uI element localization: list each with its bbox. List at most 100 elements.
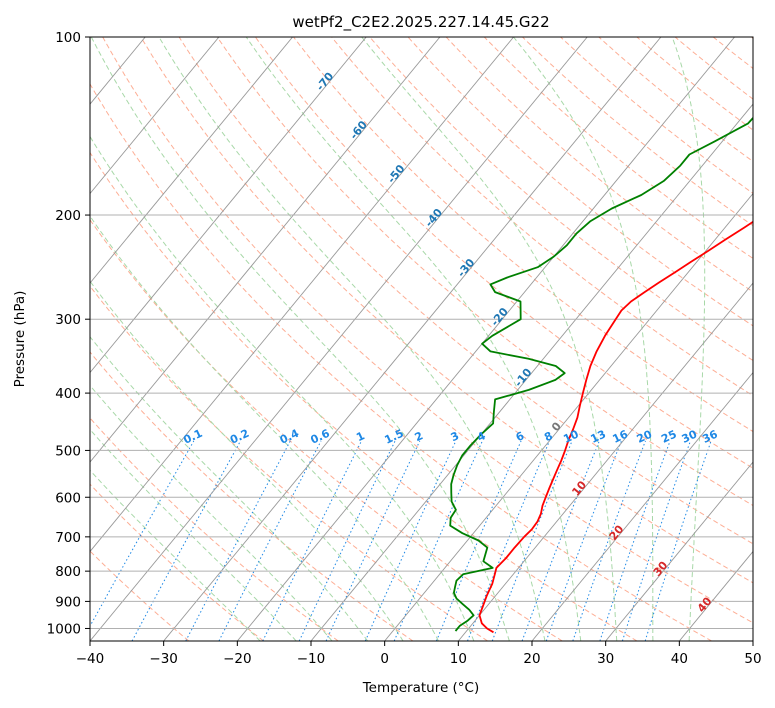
mixing-ratio-label: 25: [659, 428, 678, 446]
isotherm-line: [163, 37, 662, 641]
y-tick-label: 700: [55, 530, 81, 546]
dry-adiabat-line: [369, 37, 753, 362]
mixing-ratio-line: [599, 440, 671, 641]
dry-adiabat-line: [90, 550, 190, 641]
isotherm-label: -20: [488, 305, 511, 329]
plot-frame: [89, 36, 754, 642]
dry-adiabat-line: [751, 37, 753, 39]
moist-adiabat-line: [158, 37, 546, 641]
mixing-ratio-line: [644, 440, 712, 641]
mixing-ratio-line: [131, 440, 241, 641]
mixing-ratio-line: [364, 440, 457, 641]
mixing-ratio-label: 30: [680, 427, 700, 445]
dry-adiabat-line: [483, 37, 753, 260]
isotherm-line: [90, 37, 293, 284]
temperature-profile-line: [478, 220, 753, 634]
isotherm-line: [90, 37, 514, 553]
dry-adiabat-line: [293, 37, 753, 433]
y-tick-label: 900: [55, 594, 81, 610]
mixing-ratio-line: [467, 440, 550, 641]
isotherm-label: -10: [512, 366, 535, 390]
isotherm-line: [90, 37, 220, 195]
y-tick-label: 800: [55, 564, 81, 580]
y-tick-label: 600: [55, 490, 81, 506]
isotherm-label: -70: [314, 70, 337, 94]
isotherm-line: [236, 37, 735, 641]
moist-adiabat-line: [90, 37, 510, 641]
mixing-ratio-line: [218, 440, 322, 641]
mixing-ratio-line: [298, 440, 396, 641]
isotherm-line: [531, 371, 753, 641]
moist-adiabat-line: [90, 428, 297, 641]
y-tick-label: 500: [55, 443, 81, 459]
dry-adiabat-line: [254, 37, 753, 469]
isotherm-label: 20: [607, 523, 627, 543]
moist-adiabat-line: [90, 135, 475, 641]
dry-adiabat-line: [140, 37, 753, 584]
x-tick-label: 40: [671, 651, 688, 667]
mixing-ratio-label: 0.4: [278, 427, 301, 447]
y-tick-label: 400: [55, 386, 81, 402]
moist-adiabat-line: [90, 280, 404, 641]
x-tick-label: −40: [76, 651, 105, 667]
isotherm-line: [90, 37, 441, 463]
moist-adiabat-line: [245, 37, 582, 641]
dry-adiabat-line: [674, 37, 753, 100]
x-tick-label: 30: [597, 651, 614, 667]
mixing-ratio-label: 4: [475, 429, 488, 444]
dry-adiabat-line: [90, 83, 712, 641]
dry-adiabat-line: [90, 417, 339, 641]
dry-adiabat-line: [178, 37, 753, 545]
mixing-ratio-label: 13: [589, 428, 608, 446]
dry-adiabat-line: [331, 37, 753, 397]
mixing-ratio-line: [185, 440, 291, 641]
isotherm-line: [310, 103, 753, 641]
mixing-ratio-line: [491, 440, 573, 641]
isotherm-label: -30: [455, 256, 478, 280]
moist-adiabat-line: [90, 335, 369, 641]
mixing-ratio-line: [393, 440, 483, 641]
isotherm-label: -60: [347, 118, 370, 142]
y-tick-label: 300: [55, 312, 81, 328]
isotherm-line: [605, 461, 753, 641]
isotherm-label: -50: [385, 162, 408, 186]
isotherm-line: [752, 640, 753, 641]
dry-adiabat-line: [216, 37, 753, 507]
isotherm-label: -40: [422, 206, 445, 230]
isotherm-line: [0, 37, 72, 641]
isotherm-line: [90, 37, 367, 374]
y-tick-label: 200: [55, 208, 81, 224]
dry-adiabat-line: [90, 483, 264, 641]
moist-adiabat-line: [90, 215, 439, 641]
dry-adiabat-line: [90, 218, 563, 641]
moist-adiabat-line: [90, 384, 333, 641]
mixing-ratio-line: [621, 440, 691, 641]
mixing-ratio-label: 0.2: [228, 427, 251, 447]
mixing-ratio-label: 3: [449, 429, 461, 444]
mixing-ratio-label: 10: [561, 427, 581, 445]
mixing-ratio-label: 16: [611, 427, 631, 445]
isotherm-label: 30: [651, 559, 671, 579]
dry-adiabat-line: [102, 37, 753, 624]
mixing-ratio-label: 1: [354, 429, 366, 444]
dry-adiabat-line: [90, 151, 638, 641]
isotherm-line: [90, 37, 588, 641]
x-tick-label: 10: [450, 651, 467, 667]
mixing-ratio-label: 0.6: [309, 427, 332, 447]
isotherm-line: [384, 192, 753, 641]
mixing-ratio-label: 6: [514, 429, 527, 444]
y-tick-label: 1000: [47, 621, 81, 637]
dry-adiabat-line: [636, 37, 753, 131]
dry-adiabat-line: [90, 285, 488, 641]
x-axis-label: Temperature (°C): [362, 680, 480, 696]
x-tick-label: −20: [223, 651, 252, 667]
moist-adiabat-line: [671, 37, 706, 641]
x-tick-label: 0: [380, 651, 389, 667]
isotherm-label: 40: [695, 595, 715, 615]
x-tick-label: 20: [523, 651, 540, 667]
isotherm-label: 10: [569, 478, 589, 498]
dry-adiabat-line: [712, 37, 753, 70]
x-tick-label: 50: [744, 651, 761, 667]
mixing-ratio-label: 20: [635, 428, 655, 446]
